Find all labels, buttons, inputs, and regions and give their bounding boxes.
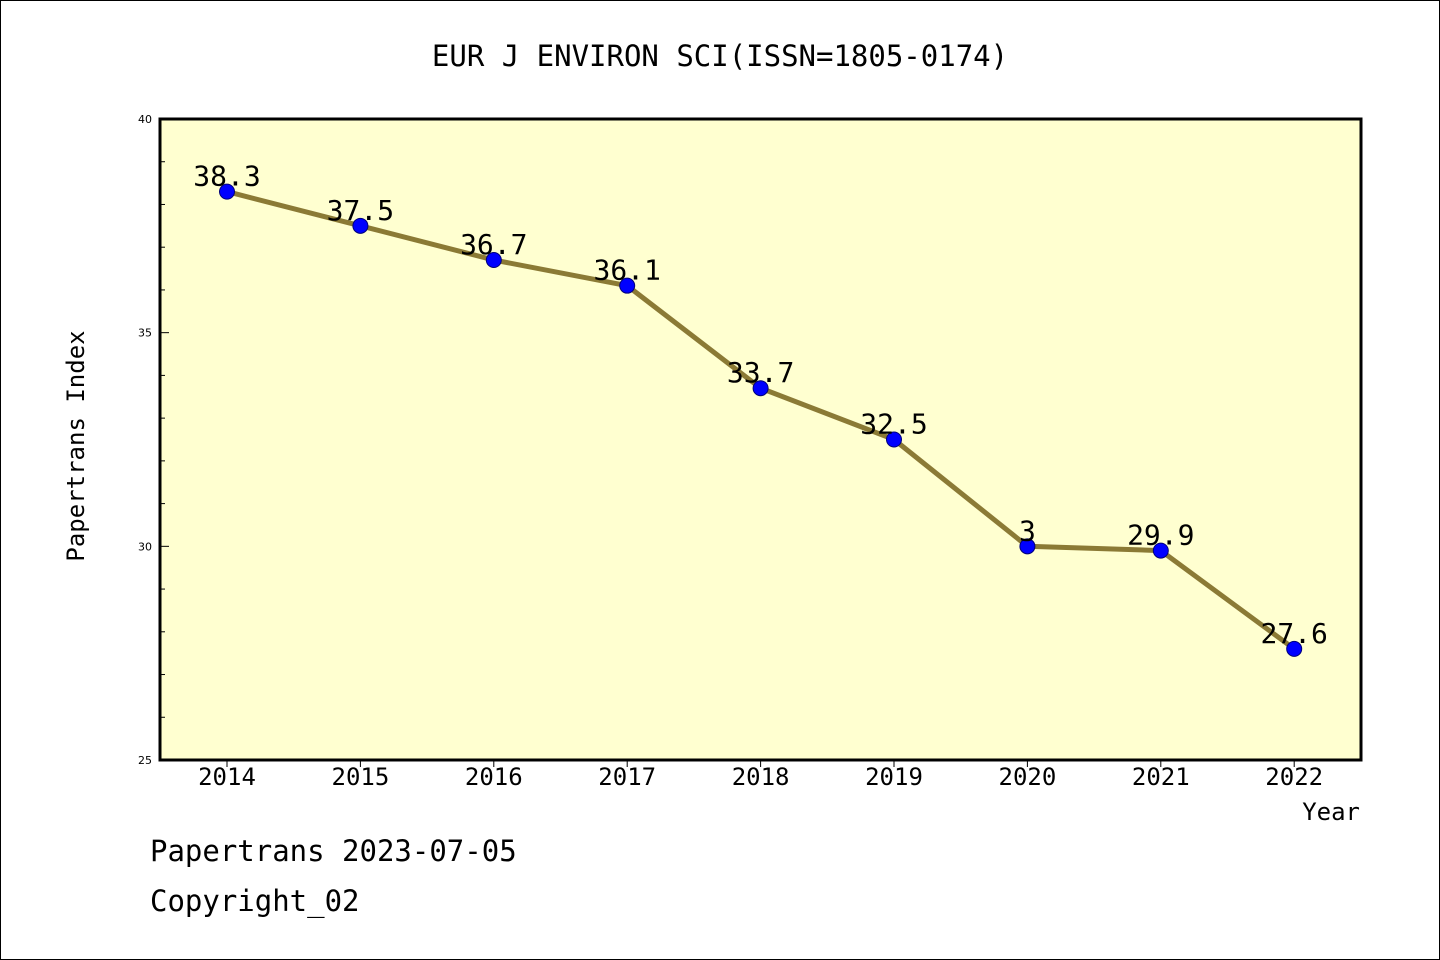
data-markers bbox=[219, 183, 1303, 657]
y-tick-label: 30 bbox=[138, 540, 152, 553]
x-tick-label: 2015 bbox=[332, 763, 390, 791]
y-tick-label: 25 bbox=[138, 754, 152, 767]
x-axis-ticks: 2014 2015 2016 2017 2018 2019 2020 2021 2022 bbox=[198, 760, 1323, 791]
data-label: 27.6 bbox=[1260, 617, 1327, 650]
x-axis-label: Year bbox=[1302, 798, 1360, 826]
x-tick-label: 2020 bbox=[999, 763, 1057, 791]
data-point bbox=[219, 183, 235, 200]
x-tick-label: 2021 bbox=[1132, 763, 1190, 791]
y-tick-label: 40 bbox=[138, 113, 152, 126]
x-tick-label: 2016 bbox=[465, 763, 523, 791]
footer-copyright: Copyright_02 bbox=[150, 884, 360, 918]
chart-title: EUR J ENVIRON SCI(ISSN=1805-0174) bbox=[432, 39, 1008, 73]
data-point bbox=[1286, 640, 1303, 657]
data-labels: 38.3 37.5 36.7 36.1 33.7 32.5 3 29.9 27.6 bbox=[193, 160, 1328, 650]
data-point bbox=[485, 252, 502, 269]
x-tick-label: 2014 bbox=[198, 763, 256, 791]
x-tick-label: 2018 bbox=[732, 763, 790, 791]
footer-stamp: Papertrans 2023-07-05 bbox=[150, 834, 517, 868]
data-point bbox=[886, 431, 902, 448]
x-tick-label: 2017 bbox=[598, 763, 656, 791]
data-label: 29.9 bbox=[1127, 519, 1194, 552]
data-label: 38.3 bbox=[193, 160, 260, 193]
data-label: 3 bbox=[1019, 514, 1036, 547]
data-point bbox=[619, 277, 636, 294]
x-tick-label: 2022 bbox=[1265, 763, 1323, 791]
data-point bbox=[1152, 542, 1169, 559]
data-point bbox=[352, 217, 369, 234]
x-tick-label: 2019 bbox=[865, 763, 923, 791]
plot-border bbox=[158, 117, 1363, 762]
data-label: 32.5 bbox=[860, 408, 927, 441]
data-point bbox=[752, 380, 769, 397]
y-tick-label: 35 bbox=[138, 327, 152, 340]
data-label: 36.7 bbox=[460, 228, 527, 261]
y-axis-label: Papertrans Index bbox=[62, 330, 90, 561]
data-label: 37.5 bbox=[327, 194, 394, 227]
data-point bbox=[1019, 538, 1036, 555]
data-label: 36.1 bbox=[593, 254, 660, 287]
data-label: 33.7 bbox=[727, 356, 794, 389]
